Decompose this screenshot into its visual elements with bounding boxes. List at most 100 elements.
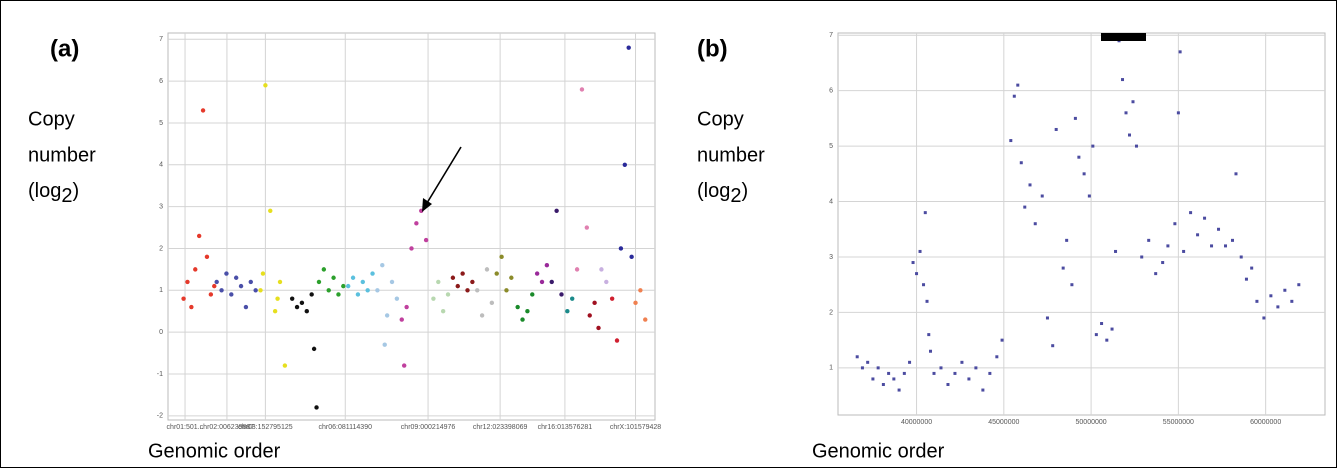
x-tick-label: 40000000 — [901, 419, 932, 426]
data-point — [974, 366, 978, 370]
y-tick-label: -1 — [157, 371, 163, 378]
plot-area — [167, 32, 656, 421]
data-point — [902, 371, 906, 375]
data-point — [248, 279, 253, 285]
y-axis-label-part: (log — [697, 180, 730, 202]
data-point — [897, 388, 901, 392]
data-point — [570, 296, 575, 301]
data-point — [243, 304, 249, 310]
data-point — [614, 338, 620, 343]
data-point — [1091, 144, 1095, 148]
x-tick-label: chr03:152795125 — [238, 424, 293, 431]
data-point — [311, 346, 317, 352]
data-point — [1203, 216, 1207, 220]
x-tick-label: 55000000 — [1163, 419, 1194, 426]
data-point — [1110, 327, 1114, 331]
data-point — [1054, 127, 1058, 131]
y-tick-label: 3 — [159, 203, 163, 210]
y-axis-label-subscript: 2 — [61, 185, 72, 207]
data-point — [208, 292, 214, 297]
data-point — [1210, 244, 1214, 248]
data-point — [1283, 288, 1287, 292]
data-point — [489, 300, 495, 306]
data-point — [1065, 238, 1069, 242]
data-point — [604, 279, 609, 285]
data-point — [272, 309, 278, 314]
data-point — [922, 283, 926, 287]
data-point — [1073, 116, 1077, 120]
data-point — [440, 309, 446, 314]
data-point — [1033, 222, 1037, 226]
data-point — [1124, 111, 1128, 115]
data-point — [380, 263, 385, 268]
data-point — [1061, 266, 1065, 270]
data-point — [204, 254, 210, 260]
data-point — [946, 383, 950, 387]
data-point — [1140, 255, 1144, 259]
x-tick-label: chr01:501... — [167, 424, 204, 431]
data-point — [925, 299, 929, 303]
data-point — [1189, 211, 1193, 215]
data-point — [219, 288, 224, 293]
data-point — [193, 267, 198, 272]
data-point — [932, 371, 936, 375]
data-point — [1040, 194, 1044, 198]
data-point — [1166, 244, 1170, 248]
data-point — [515, 304, 520, 310]
data-point — [196, 233, 202, 239]
data-point — [404, 304, 409, 310]
data-point — [988, 371, 992, 375]
data-point — [401, 363, 407, 368]
data-point — [382, 342, 387, 347]
x-axis-label: Genomic order — [812, 440, 945, 462]
data-point — [389, 279, 395, 285]
data-point — [470, 279, 475, 285]
y-axis-label: (log2) — [28, 180, 79, 207]
data-point — [995, 355, 999, 359]
data-point — [336, 292, 341, 297]
data-point — [1297, 283, 1301, 287]
data-point — [626, 45, 631, 50]
data-point — [596, 325, 601, 331]
data-point — [423, 237, 429, 243]
data-point — [409, 246, 414, 251]
x-tick-label: chr02:006239887 — [200, 424, 255, 431]
data-point — [1121, 78, 1125, 82]
data-point — [960, 360, 964, 364]
data-point — [314, 405, 319, 410]
data-point — [414, 221, 419, 226]
data-point — [915, 272, 919, 276]
data-point — [599, 267, 604, 272]
data-point — [455, 283, 460, 289]
data-point — [475, 288, 480, 293]
data-point — [1000, 338, 1004, 342]
data-point — [1134, 144, 1138, 148]
data-point — [465, 288, 470, 293]
data-point — [275, 296, 280, 301]
data-point — [1224, 244, 1228, 248]
data-point — [1217, 227, 1221, 231]
y-tick-label: -2 — [157, 413, 163, 420]
x-tick-label: chr09:000214976 — [401, 424, 456, 431]
data-point — [584, 225, 590, 230]
y-tick-label: 1 — [829, 365, 833, 372]
data-point — [394, 296, 400, 301]
x-tick-label: 50000000 — [1076, 419, 1107, 426]
data-point — [233, 275, 239, 280]
data-point — [1045, 316, 1049, 320]
annotation-arrow — [422, 146, 462, 212]
data-point — [355, 292, 361, 297]
data-point — [592, 300, 597, 306]
data-point — [981, 388, 985, 392]
data-point — [1230, 238, 1234, 242]
data-point — [229, 292, 234, 297]
data-point — [1173, 222, 1177, 226]
data-point — [504, 288, 509, 293]
y-tick-label: 5 — [829, 143, 833, 150]
data-point — [309, 292, 314, 297]
data-point — [214, 279, 219, 285]
data-point — [871, 377, 875, 381]
data-point — [881, 383, 885, 387]
data-point — [258, 288, 263, 293]
